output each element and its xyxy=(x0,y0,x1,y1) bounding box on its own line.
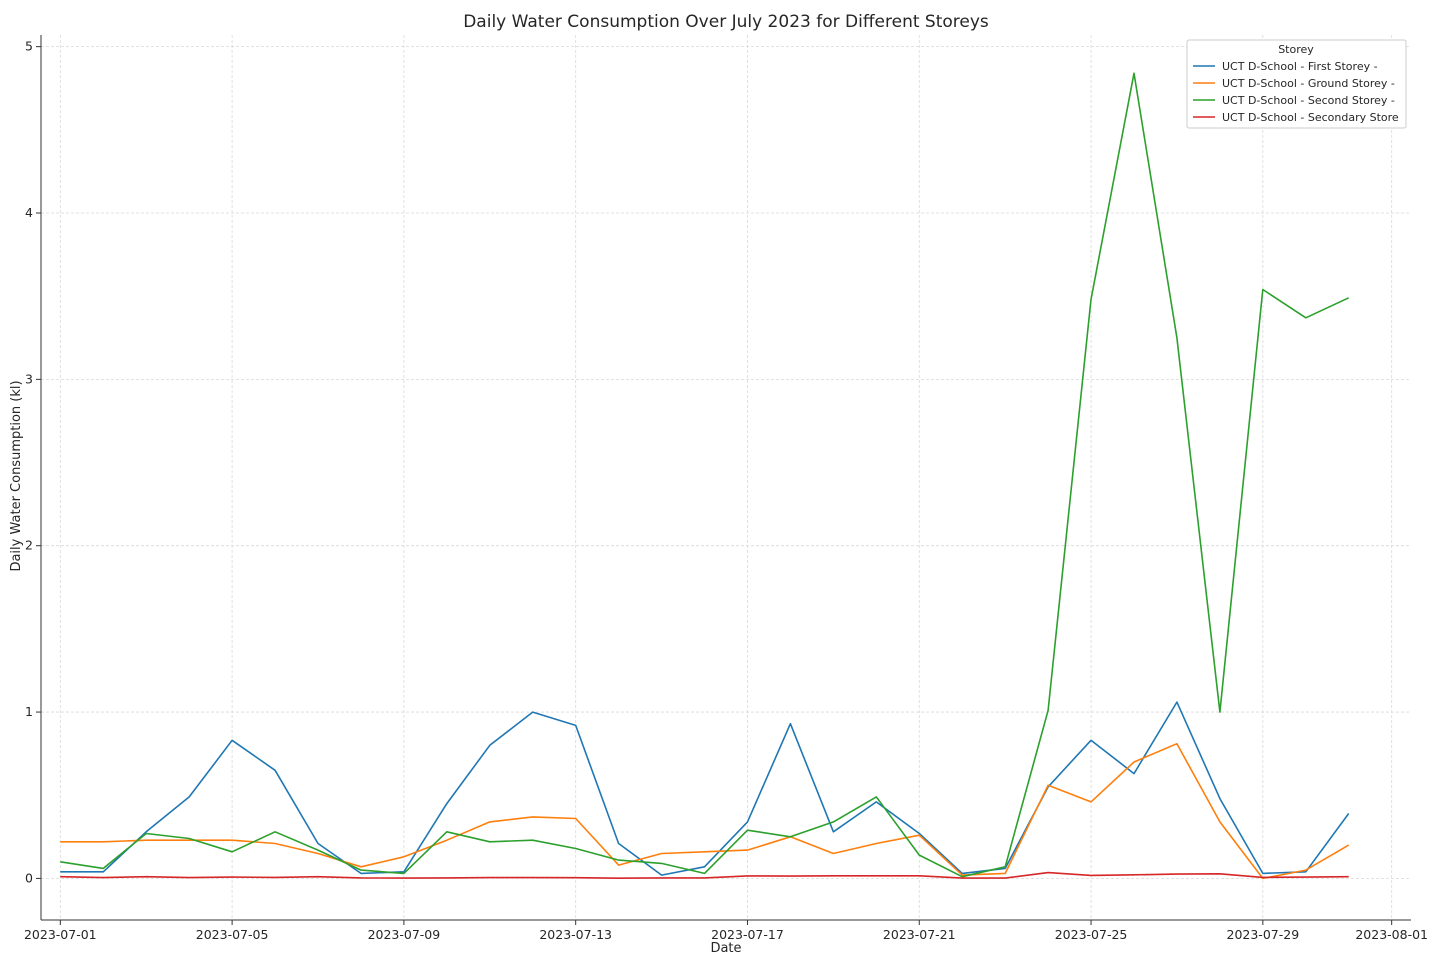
y-tick-label: 2 xyxy=(25,538,33,553)
x-tick-label: 2023-07-01 xyxy=(24,927,97,942)
legend-entry-3: UCT D-School - Secondary Store xyxy=(1222,111,1399,124)
y-tick-label: 5 xyxy=(25,39,33,54)
series-line-1 xyxy=(60,742,1350,880)
y-tick-label: 0 xyxy=(25,870,33,885)
series-lines xyxy=(60,72,1350,880)
legend: Storey UCT D-School - First Storey - UCT … xyxy=(1186,39,1407,129)
y-tick-label: 4 xyxy=(25,205,33,220)
legend-entry-2: UCT D-School - Second Storey - xyxy=(1222,94,1395,107)
x-tick-label: 2023-07-05 xyxy=(196,927,269,942)
x-axis-label: Date xyxy=(710,941,741,956)
y-ticks: 0 1 2 3 4 5 xyxy=(25,39,41,885)
legend-title: Storey xyxy=(1278,43,1314,56)
legend-entry-0: UCT D-School - First Storey - xyxy=(1222,60,1378,73)
x-tick-label: 2023-07-09 xyxy=(368,927,441,942)
x-tick-label: 2023-07-13 xyxy=(539,927,612,942)
chart-title: Daily Water Consumption Over July 2023 f… xyxy=(463,12,989,32)
axes xyxy=(40,35,1411,921)
series-line-3 xyxy=(60,871,1349,880)
series-line-2 xyxy=(60,72,1350,878)
y-tick-label: 1 xyxy=(25,704,33,719)
y-tick-label: 3 xyxy=(25,371,33,386)
legend-entry-1: UCT D-School - Ground Storey - xyxy=(1222,77,1395,90)
y-axis-label: Daily Water Consumption (kl) xyxy=(9,380,24,571)
grid xyxy=(41,35,1411,920)
x-tick-label: 2023-08-01 xyxy=(1355,927,1428,942)
x-tick-label: 2023-07-25 xyxy=(1055,927,1128,942)
series-line-0 xyxy=(60,701,1350,876)
x-tick-label: 2023-07-21 xyxy=(883,927,956,942)
x-tick-label: 2023-07-29 xyxy=(1227,927,1300,942)
legend-box xyxy=(1186,39,1407,129)
x-tick-label: 2023-07-17 xyxy=(711,927,784,942)
x-ticks: 2023-07-01 2023-07-05 2023-07-09 2023-07-13… xyxy=(24,920,1428,942)
